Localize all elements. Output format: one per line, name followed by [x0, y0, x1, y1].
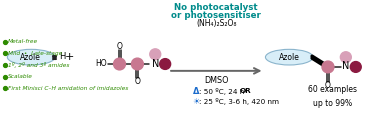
Text: : 25 ºC, 3-6 h, 420 nm: : 25 ºC, 3-6 h, 420 nm: [200, 98, 279, 105]
Text: Mild  •  Late-stage: Mild • Late-stage: [8, 51, 63, 56]
Circle shape: [340, 52, 351, 63]
Text: (NH₄)₂S₂O₈: (NH₄)₂S₂O₈: [196, 19, 237, 28]
Text: or photosensitiser: or photosensitiser: [171, 11, 261, 20]
Text: : 50 ºC, 24 h: : 50 ºC, 24 h: [200, 88, 247, 95]
Circle shape: [150, 49, 161, 60]
Text: Metal-free: Metal-free: [8, 39, 39, 44]
Text: No photocatalyst: No photocatalyst: [175, 3, 258, 12]
Text: +: +: [65, 52, 74, 62]
Circle shape: [113, 58, 125, 70]
Text: First Minisci C–H amidation of imidazoles: First Minisci C–H amidation of imidazole…: [8, 86, 129, 91]
Text: 60 examples
up to 99%: 60 examples up to 99%: [308, 85, 358, 108]
Text: 1º, 2º and 3º amides: 1º, 2º and 3º amides: [8, 62, 70, 68]
Text: HO: HO: [95, 59, 107, 68]
Text: O: O: [135, 77, 140, 86]
Ellipse shape: [265, 49, 313, 65]
Text: DMSO: DMSO: [204, 76, 229, 85]
Text: ☀: ☀: [192, 97, 200, 106]
Text: OR: OR: [240, 88, 252, 94]
Circle shape: [350, 62, 361, 72]
Text: H: H: [59, 52, 65, 61]
Text: N: N: [342, 61, 350, 71]
Circle shape: [322, 61, 334, 73]
Text: O: O: [325, 81, 331, 90]
Text: Azole: Azole: [279, 53, 300, 62]
Text: N: N: [152, 59, 159, 68]
Circle shape: [160, 59, 170, 69]
Text: Scalable: Scalable: [8, 74, 33, 79]
Text: Azole: Azole: [20, 53, 40, 62]
Text: O: O: [116, 42, 122, 51]
Circle shape: [132, 58, 143, 70]
Ellipse shape: [7, 49, 55, 65]
Text: Δ: Δ: [192, 87, 199, 96]
